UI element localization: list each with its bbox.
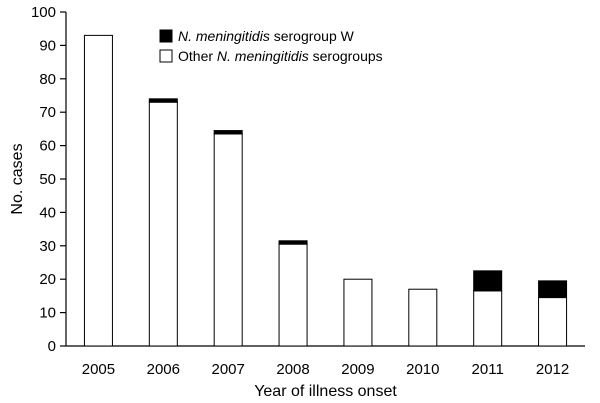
x-tick-label: 2006 bbox=[147, 361, 180, 378]
y-tick-label: 50 bbox=[39, 171, 56, 188]
y-tick-label: 90 bbox=[39, 37, 56, 54]
y-tick-label: 0 bbox=[48, 338, 56, 355]
bars bbox=[83, 34, 568, 347]
y-axis-label: No. cases bbox=[9, 143, 26, 214]
bar-other-serogroups bbox=[213, 133, 243, 347]
y-tick-label: 60 bbox=[39, 138, 56, 155]
legend-swatch bbox=[159, 29, 173, 43]
bar-serogroup-w bbox=[538, 280, 568, 299]
bar-other-serogroups bbox=[473, 290, 503, 347]
legend-label: N. meningitidis serogroup W bbox=[178, 28, 355, 44]
legend-label: Other N. meningitidis serogroups bbox=[178, 48, 383, 64]
bar-serogroup-w bbox=[278, 240, 308, 245]
x-tick-label: 2005 bbox=[82, 361, 115, 378]
bar-serogroup-w bbox=[148, 98, 178, 103]
y-axis: 0 10 20 30 40 50 60 70 80 90 100 bbox=[31, 4, 67, 355]
y-tick-label: 80 bbox=[39, 71, 56, 88]
y-tick-label: 10 bbox=[39, 305, 56, 322]
x-tick-label: 2010 bbox=[406, 361, 439, 378]
bar-other-serogroups bbox=[83, 34, 113, 347]
bar-other-serogroups bbox=[538, 297, 568, 347]
y-tick-label: 20 bbox=[39, 271, 56, 288]
bar-other-serogroups bbox=[148, 101, 178, 347]
x-tick-label: 2009 bbox=[341, 361, 374, 378]
y-tick-label: 70 bbox=[39, 104, 56, 121]
bar-serogroup-w bbox=[473, 270, 503, 292]
x-axis-label: Year of illness onset bbox=[254, 383, 397, 400]
x-tick-label: 2011 bbox=[472, 361, 504, 378]
x-tick-label: 2007 bbox=[212, 361, 245, 378]
y-tick-label: 30 bbox=[39, 238, 56, 255]
bar-other-serogroups bbox=[278, 243, 308, 347]
bar-serogroup-w bbox=[213, 130, 243, 135]
bar-other-serogroups bbox=[408, 288, 438, 347]
x-tick-label: 2012 bbox=[536, 361, 569, 378]
legend-swatch bbox=[159, 49, 173, 63]
y-tick-label: 100 bbox=[31, 4, 56, 21]
bar-other-serogroups bbox=[343, 278, 373, 347]
y-tick-label: 40 bbox=[39, 204, 56, 221]
x-tick-label: 2008 bbox=[276, 361, 309, 378]
x-axis: 2005 2006 2007 2008 2009 2010 2011 2012 bbox=[66, 345, 585, 378]
legend: N. meningitidis serogroup W Other N. meni… bbox=[159, 28, 383, 64]
